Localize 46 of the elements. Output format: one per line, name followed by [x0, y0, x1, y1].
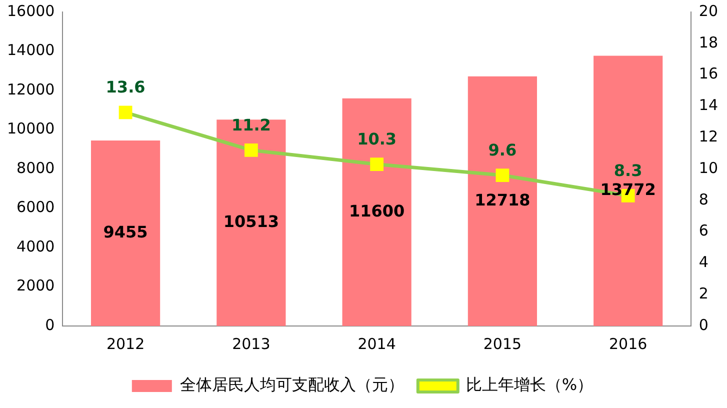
- y-tick-label: 2000: [16, 276, 55, 295]
- data-label: 11600: [348, 201, 405, 220]
- bar: [468, 76, 538, 326]
- y2-tick-label: 18: [698, 33, 718, 52]
- y-tick-label: 12000: [7, 80, 55, 98]
- y-tick-label: 4000: [16, 237, 55, 256]
- y2-tick-label: 10: [698, 158, 718, 177]
- data-label: 9.6: [488, 140, 517, 160]
- x-tick-label: 2013: [232, 334, 270, 353]
- data-label: 9455: [103, 222, 148, 242]
- data-label: 13.6: [106, 78, 146, 97]
- point: [244, 143, 258, 157]
- y2-tick-label: 12: [698, 127, 718, 146]
- y-tick-label: 6000: [16, 198, 55, 216]
- x-tick-label: 2012: [106, 334, 145, 353]
- bar: [342, 98, 412, 326]
- point: [370, 158, 384, 171]
- data-label: 8.3: [614, 160, 642, 180]
- y2-tick-label: 14: [698, 96, 718, 114]
- legend-label: 全体居民人均可支配收入（元）: [180, 375, 404, 394]
- y2-tick-label: 20: [698, 2, 718, 20]
- y-tick-label: 0: [45, 316, 55, 334]
- y2-tick-label: 2: [698, 284, 708, 302]
- bar: [90, 140, 160, 326]
- y-tick-label: 10000: [7, 120, 55, 138]
- y2-tick-label: 8: [698, 190, 708, 208]
- x-tick-label: 2015: [483, 334, 522, 353]
- data-label: 13772: [600, 180, 656, 200]
- data-label: 10513: [223, 212, 280, 231]
- y2-tick-label: 6: [698, 222, 708, 240]
- y-tick-label: 8000: [16, 158, 55, 177]
- point: [496, 168, 510, 182]
- y2-tick-label: 4: [698, 253, 708, 272]
- data-label: 10.3: [357, 129, 397, 148]
- y-tick-label: 14000: [7, 41, 55, 60]
- y2-tick-label: 16: [698, 64, 718, 83]
- x-tick-label: 2014: [358, 334, 396, 353]
- bar: [216, 120, 286, 326]
- legend-label: 比上年增长（%）: [466, 375, 594, 394]
- x-tick-label: 2016: [609, 334, 648, 353]
- data-label: 11.2: [231, 115, 271, 134]
- data-label: 12718: [474, 190, 530, 210]
- bar: [594, 56, 663, 326]
- point: [118, 106, 132, 120]
- y2-tick-label: 0: [698, 316, 708, 334]
- y-tick-label: 16000: [7, 2, 55, 20]
